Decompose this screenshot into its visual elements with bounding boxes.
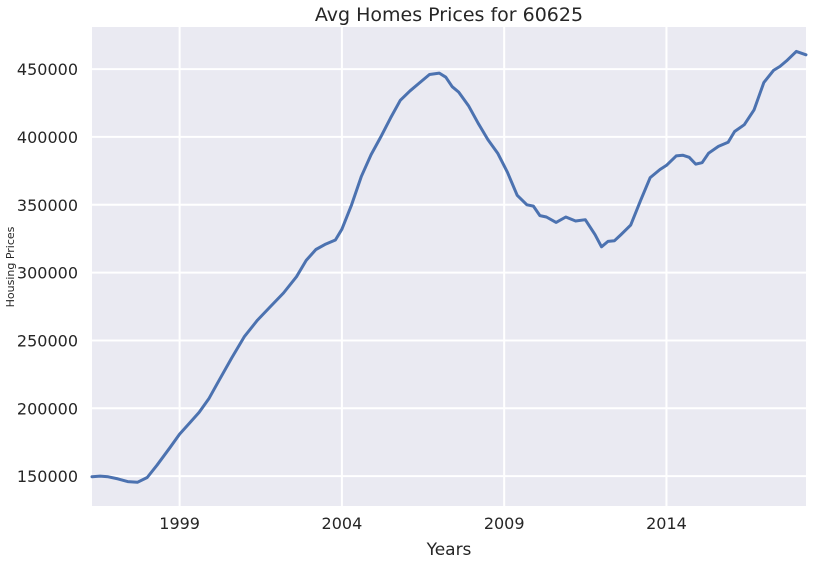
- y-tick-label: 150000: [17, 467, 78, 486]
- x-tick-label: 1999: [159, 514, 200, 533]
- y-tick-label: 450000: [17, 60, 78, 79]
- x-tick-label: 2014: [646, 514, 687, 533]
- series-group: [90, 49, 808, 484]
- x-axis-label: Years: [426, 540, 472, 560]
- x-tick-label: 2004: [322, 514, 363, 533]
- gridlines: [92, 27, 806, 506]
- y-tick-label: 300000: [17, 264, 78, 283]
- x-tick-labels: 1999 2004 2009 2014: [159, 514, 687, 533]
- plot-area: [92, 27, 806, 506]
- chart-title: Avg Homes Prices for 60625: [315, 4, 583, 26]
- y-tick-labels: 150000 200000 250000 300000 350000 400000 4500…: [17, 60, 78, 486]
- y-tick-label: 200000: [17, 399, 78, 418]
- y-tick-label: 250000: [17, 331, 78, 350]
- y-axis-label: Housing Prices: [4, 226, 17, 307]
- y-tick-label: 400000: [17, 128, 78, 147]
- series-line: [90, 49, 808, 484]
- x-tick-label: 2009: [484, 514, 525, 533]
- y-tick-label: 350000: [17, 196, 78, 215]
